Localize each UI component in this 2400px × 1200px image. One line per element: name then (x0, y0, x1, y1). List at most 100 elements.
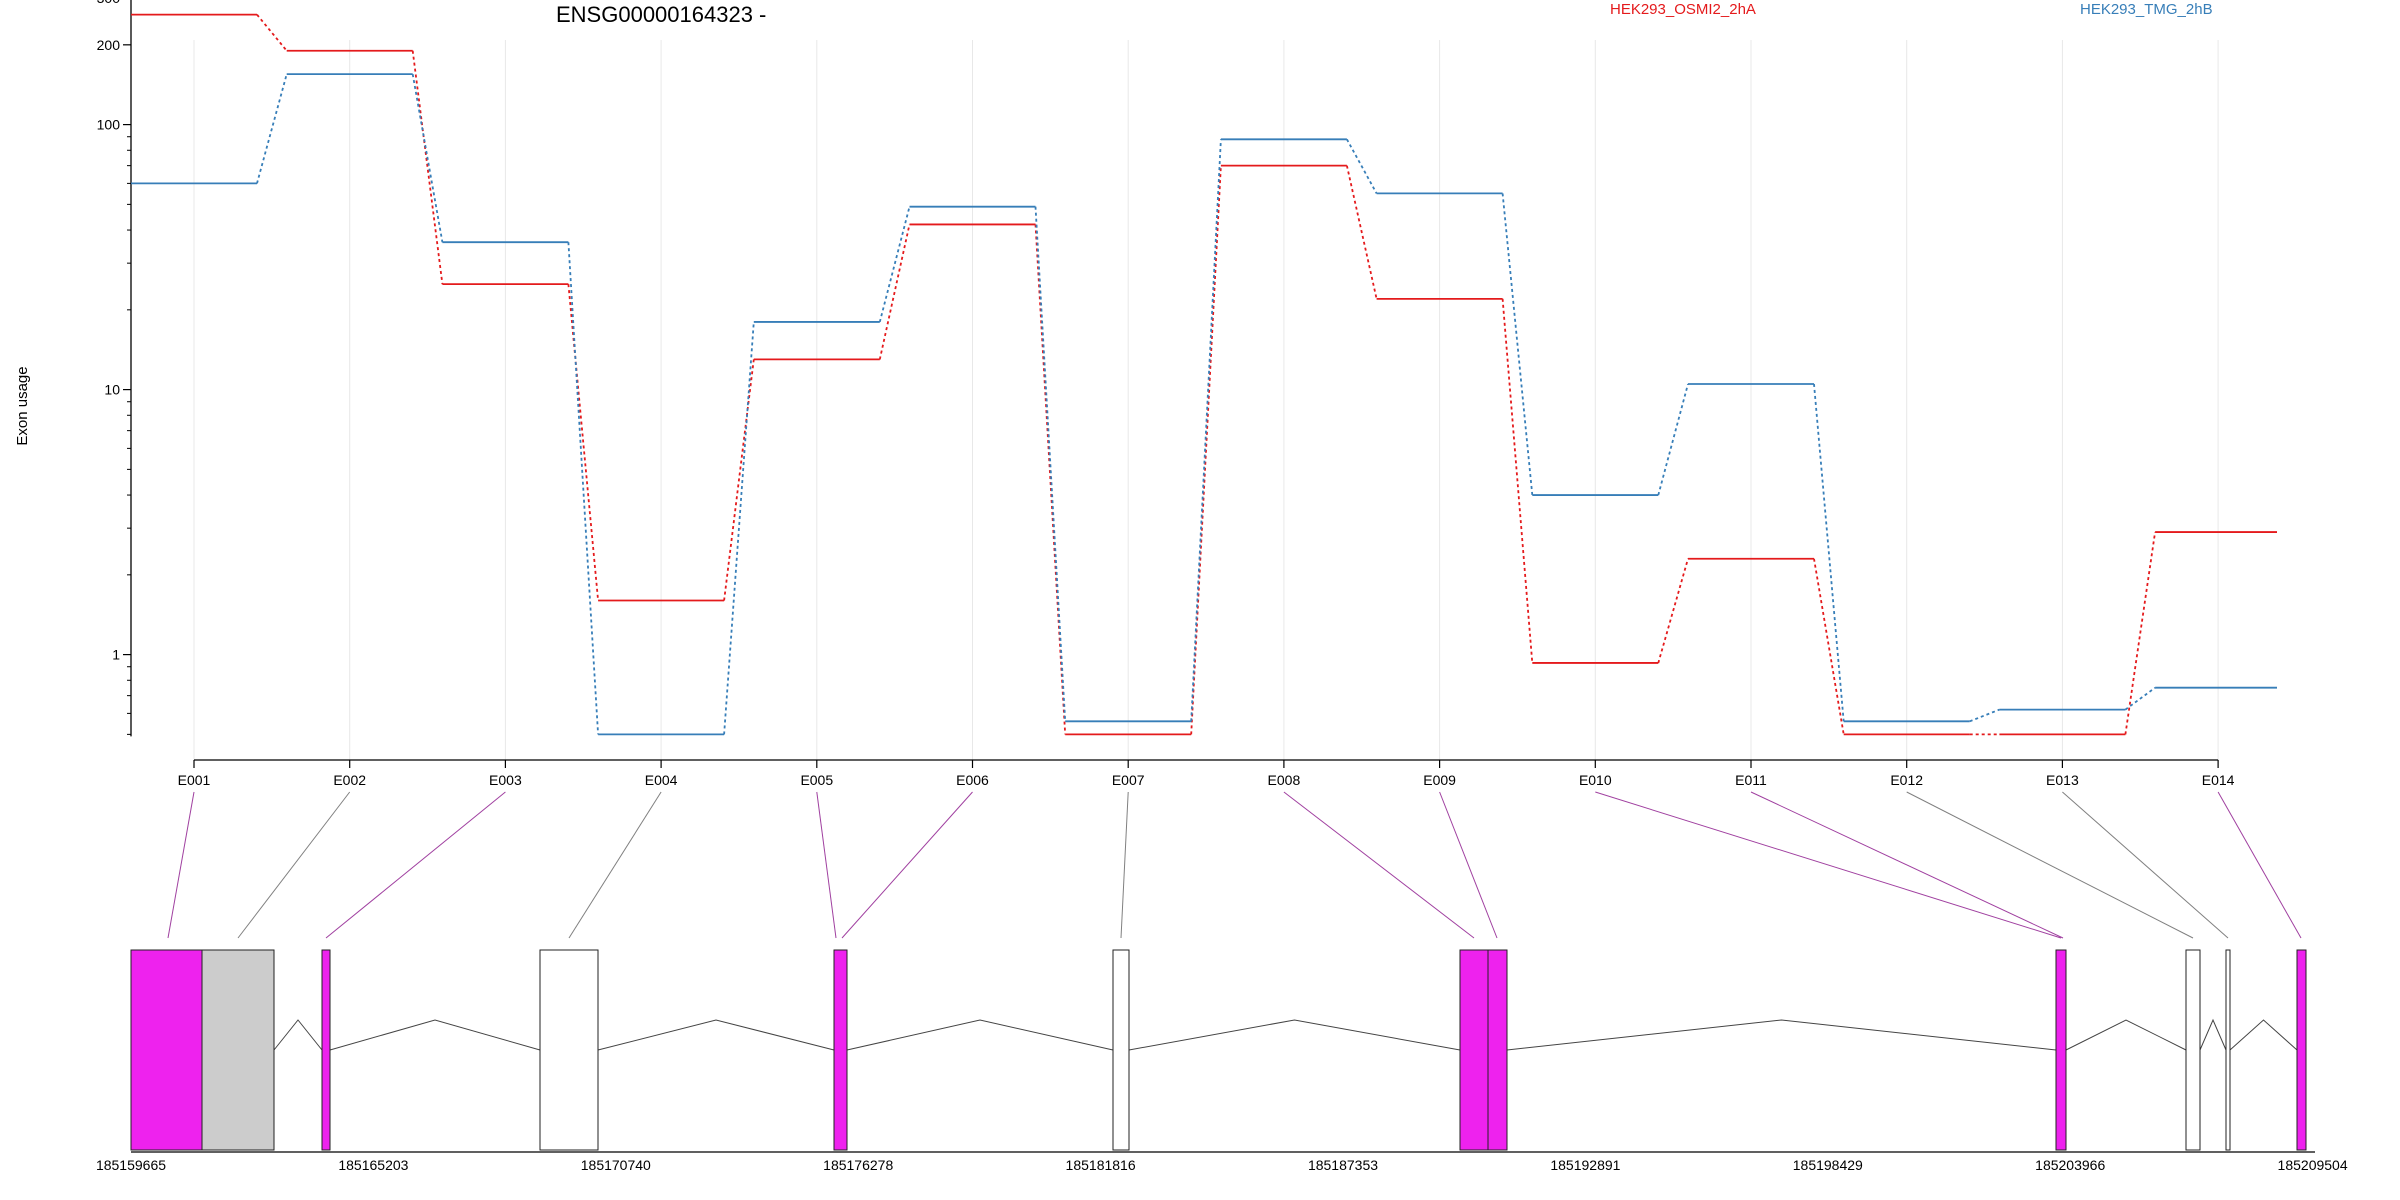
x-tick-label-e012: E012 (1890, 772, 1923, 788)
link-line-e012 (1906, 791, 2194, 939)
link-line-e008 (1283, 791, 1475, 939)
series-1-transition-e005 (878, 224, 911, 360)
series-2-transition-e010 (1657, 383, 1689, 496)
legend-entry-series-1: HEK293_OSMI2_2hA (1610, 1, 1756, 18)
intron-line-2 (329, 1019, 541, 1051)
exon-box-e009 (1487, 949, 1508, 1151)
series-1-transition-e011 (1813, 558, 1845, 735)
y-tick-label-100: 100 (97, 117, 121, 133)
y-tick-label-10: 10 (104, 382, 120, 398)
intron-line-8 (2199, 1018, 2227, 1051)
series-1-transition-e002 (411, 50, 444, 285)
series-1-transition-e008 (1346, 165, 1378, 300)
series-1-transition-e006 (1034, 224, 1067, 735)
x-tick-label-e001: E001 (178, 772, 211, 788)
series-2-transition-e002 (411, 74, 444, 243)
x-tick-label-e009: E009 (1423, 772, 1456, 788)
link-line-e010 (1595, 791, 2062, 939)
axes: 300 200 100 10 1 E001 E002 E003 E004 E005 E006 E007… (97, 0, 2235, 788)
x-tick-label-e010: E010 (1579, 772, 1612, 788)
series-2-transition-e009 (1501, 193, 1534, 496)
x-tick-label-e008: E008 (1268, 772, 1301, 788)
series-2-transition-e004 (723, 321, 755, 735)
link-line-e005 (816, 791, 837, 939)
link-line-e009 (1439, 791, 1498, 939)
genomic-coordinate-label: 185159665 (96, 1157, 166, 1173)
intron-line-5 (1128, 1019, 1461, 1051)
series-1-transition-e010 (1657, 558, 1689, 664)
series-2 (131, 73, 2277, 736)
intron-line-3 (597, 1019, 835, 1051)
exon-box-e004 (539, 949, 599, 1151)
genomic-coordinate-label: 185181816 (1066, 1157, 1136, 1173)
series-1-transition-e007 (1190, 165, 1222, 735)
y-axis-label: Exon usage (14, 366, 31, 445)
link-line-e003 (325, 791, 506, 939)
series-2-transition-e012 (1969, 708, 2000, 723)
intron-line-6 (1506, 1019, 2057, 1051)
series-1 (131, 13, 2277, 736)
genomic-coordinate-label: 185198429 (1793, 1157, 1863, 1173)
series-1-transition-e003 (567, 284, 599, 601)
intron-line-1 (273, 1019, 323, 1051)
exon-box-e014 (2296, 949, 2307, 1151)
series-2-transition-e007 (1190, 139, 1222, 722)
exon-box-e003 (321, 949, 331, 1151)
series-2-transition-e003 (567, 242, 599, 735)
link-line-e007 (1120, 791, 1129, 939)
genomic-coordinate-label: 185192891 (1550, 1157, 1620, 1173)
x-tick-label-e011: E011 (1735, 772, 1767, 788)
legend-entry-series-2: HEK293_TMG_2hB (2080, 1, 2213, 18)
genomic-coordinate-label: 185170740 (581, 1157, 651, 1173)
series-2-transition-e005 (878, 206, 911, 323)
y-tick-label-300: 300 (97, 0, 121, 6)
x-tick-label-e006: E006 (956, 772, 989, 788)
series-1-transition-e013 (2124, 531, 2156, 735)
exon-box-e001 (130, 949, 203, 1151)
y-tick-label-1: 1 (112, 647, 120, 663)
gene-model: 185159665 185165203 185170740 185176278 1851… (96, 949, 2348, 1173)
exon-box-e005-e006 (833, 949, 848, 1151)
link-line-e006 (841, 791, 973, 939)
exon-box-e002 (201, 949, 275, 1151)
series-lines (131, 13, 2277, 736)
y-tick-label-200: 200 (97, 37, 121, 53)
x-tick-label-e013: E013 (2046, 772, 2079, 788)
link-line-e001 (167, 791, 195, 939)
exon-box-e013 (2225, 949, 2231, 1151)
exon-box-e008 (1459, 949, 1489, 1151)
series-1-transition-e001 (256, 14, 288, 52)
link-line-e011 (1750, 791, 2064, 939)
intron-line-4 (846, 1019, 1114, 1051)
exon-box-e007 (1112, 949, 1130, 1151)
x-tick-label-e005: E005 (800, 772, 833, 788)
genomic-coordinate-label: 185203966 (2035, 1157, 2105, 1173)
genomic-coordinate-label: 185187353 (1308, 1157, 1378, 1173)
link-line-e014 (2217, 791, 2302, 939)
exon-box-e012 (2185, 949, 2201, 1151)
series-1-transition-e009 (1501, 298, 1534, 664)
intron-line-9 (2229, 1019, 2298, 1051)
series-2-transition-e011 (1813, 383, 1845, 722)
x-tick-label-e004: E004 (645, 772, 678, 788)
link-line-e002 (237, 791, 351, 939)
series-2-transition-e013 (2124, 686, 2156, 711)
genomic-coordinate-label: 185209504 (2278, 1157, 2348, 1173)
link-line-e013 (2062, 791, 2229, 939)
x-tick-label-e007: E007 (1112, 772, 1145, 788)
x-tick-label-e014: E014 (2202, 772, 2235, 788)
intron-line-7 (2065, 1019, 2187, 1051)
genomic-coordinate-label: 185176278 (823, 1157, 893, 1173)
link-line-e004 (568, 791, 662, 939)
series-1-transition-e004 (723, 359, 755, 601)
genomic-coordinate-label: 185165203 (338, 1157, 408, 1173)
x-tick-label-e003: E003 (489, 772, 522, 788)
series-2-transition-e008 (1346, 138, 1378, 194)
exon-links (167, 791, 2302, 939)
chart-title: ENSG00000164323 - (556, 2, 766, 27)
grid-lines (193, 40, 2219, 760)
series-2-transition-e001 (256, 73, 288, 184)
exon-box-e010-e011 (2055, 949, 2067, 1151)
x-tick-label-e002: E002 (333, 772, 366, 788)
